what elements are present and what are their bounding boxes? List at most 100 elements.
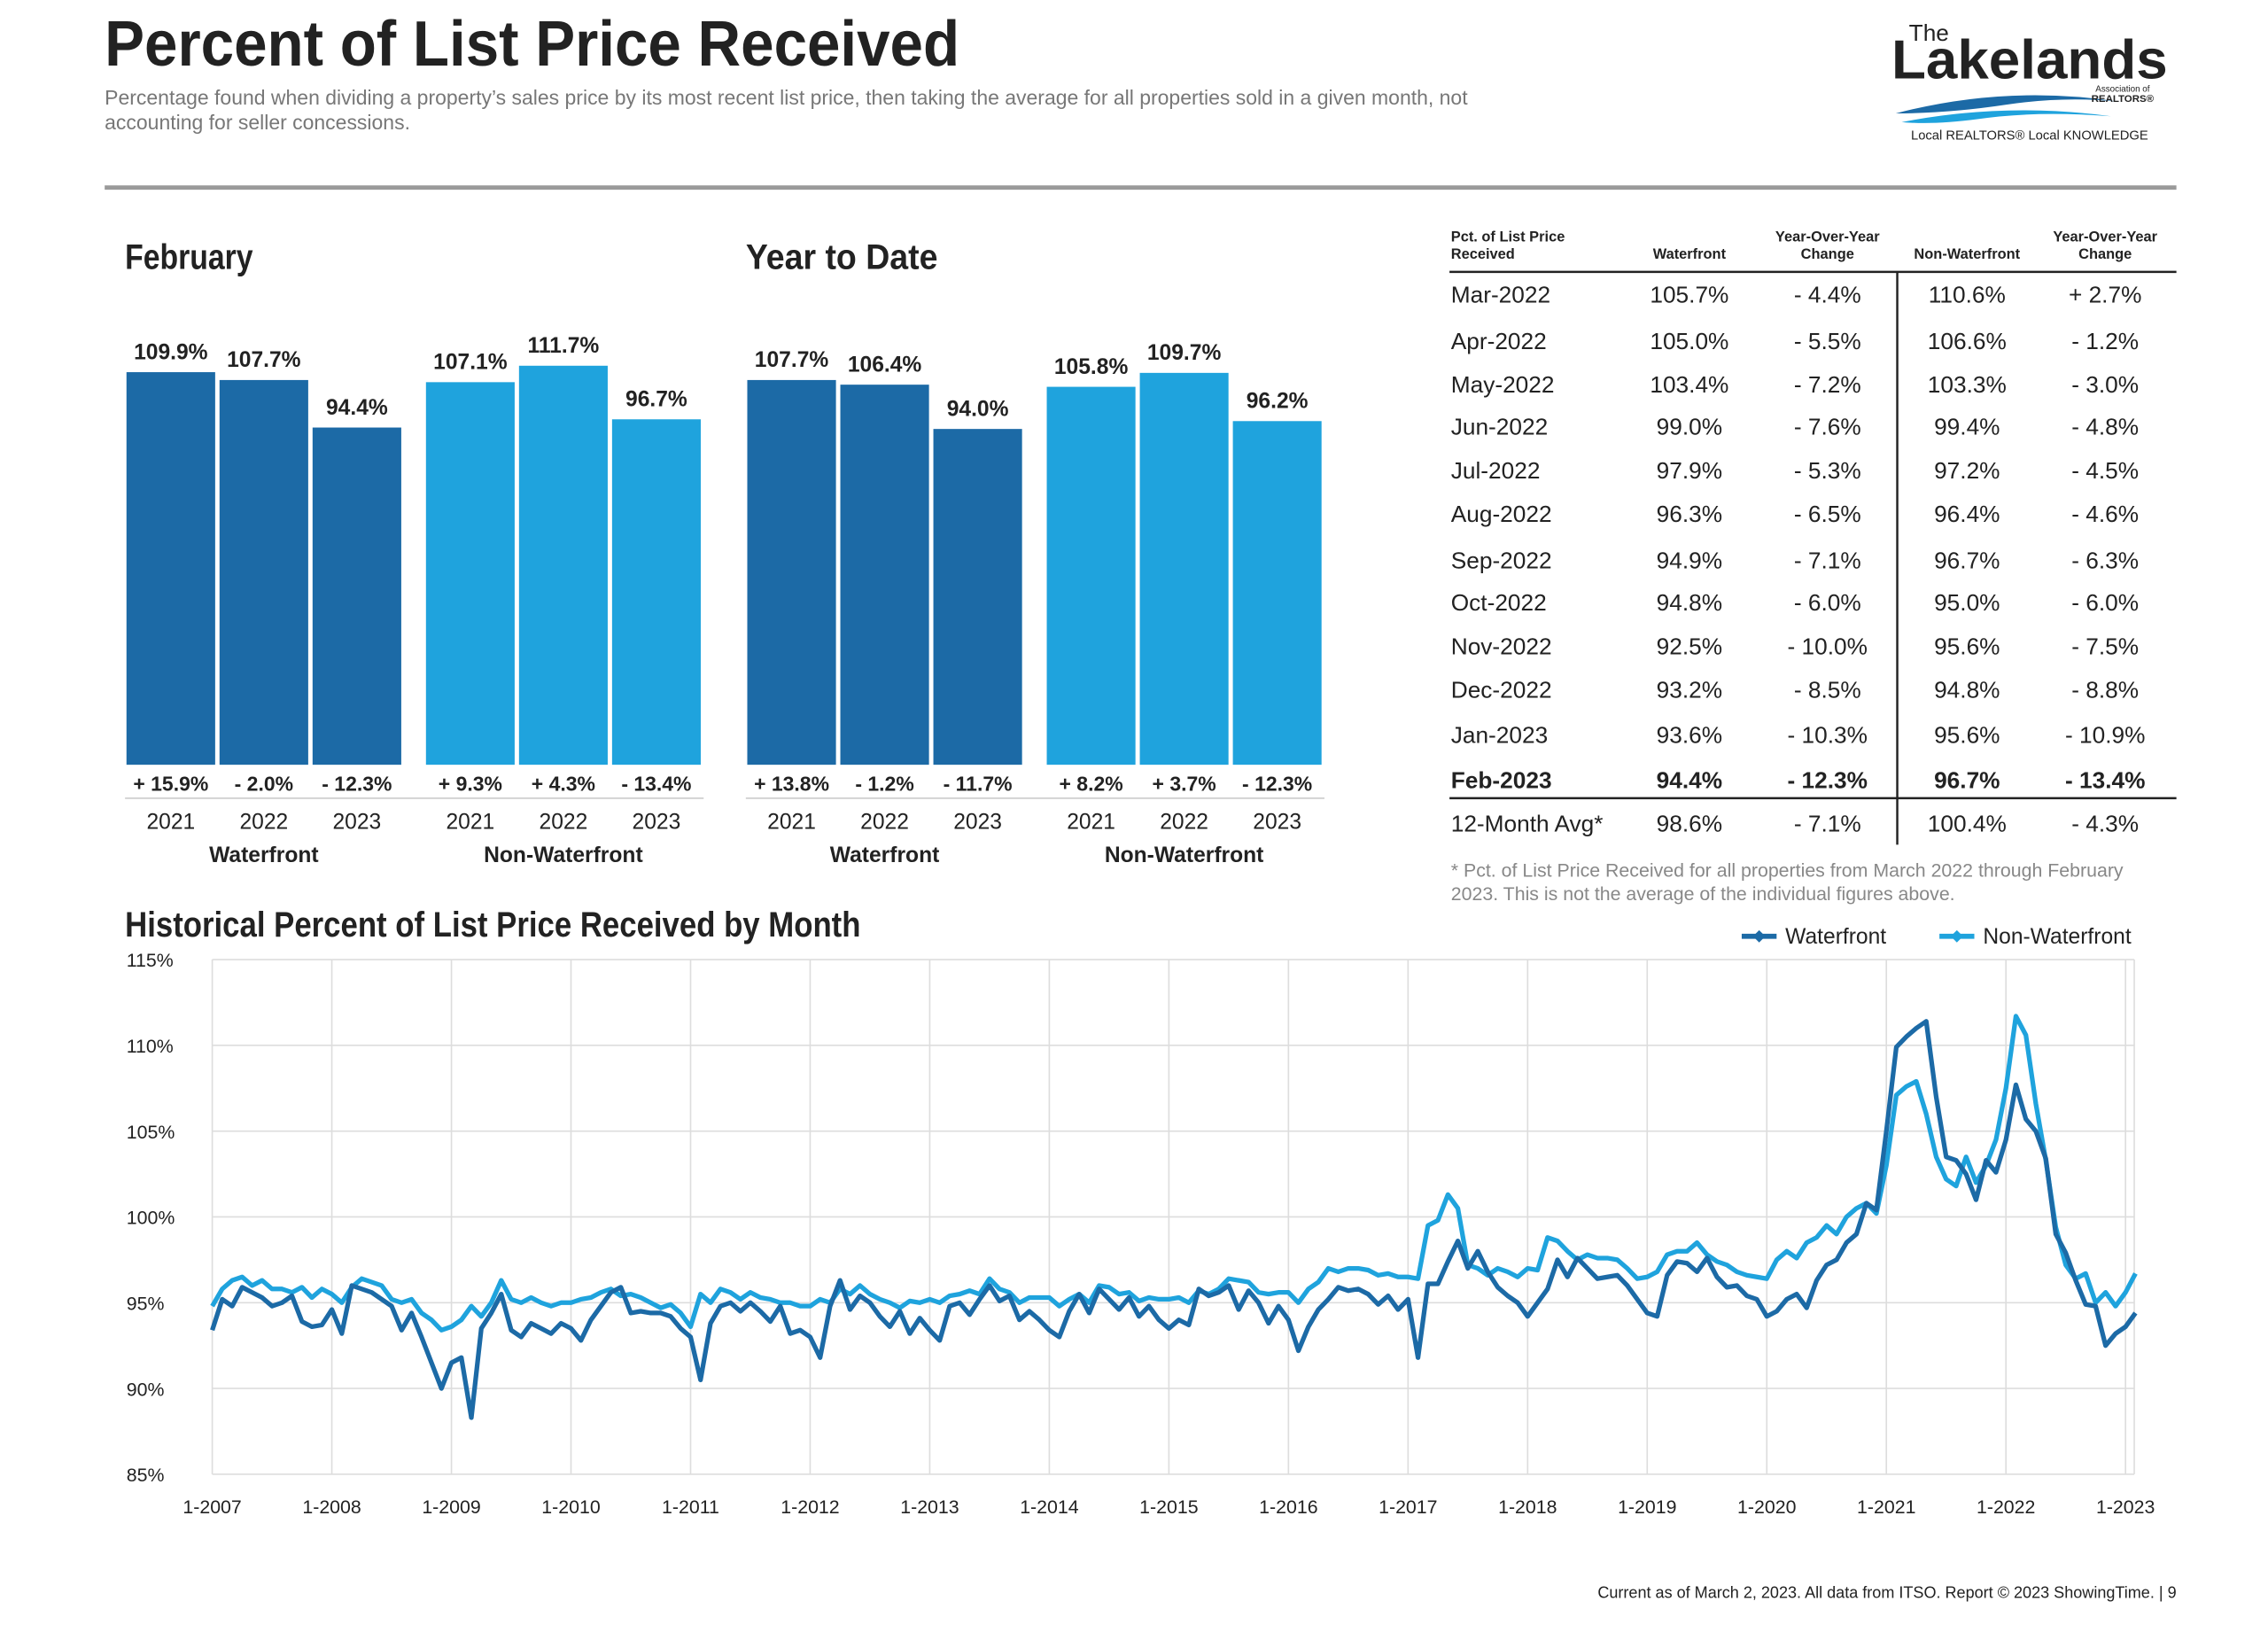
table-header: Pct. of List Price Received [1450, 229, 1565, 264]
table-cell: - 4.3% [2071, 811, 2139, 837]
change-label: - 2.0% [235, 773, 293, 796]
table-cell: - 4.8% [2071, 414, 2139, 440]
value-label: 109.9% [134, 340, 208, 364]
y-tick-label: 110% [127, 1036, 174, 1057]
value-label: 105.8% [1054, 355, 1129, 379]
bar [312, 427, 401, 766]
table-cell: 100.4% [1928, 811, 2007, 837]
row-label: Aug-2022 [1451, 501, 1552, 527]
table-cell: - 7.2% [1794, 371, 1861, 398]
value-label: 111.7% [528, 334, 600, 358]
bar [1046, 386, 1136, 766]
table-header: Waterfront [1652, 246, 1727, 264]
table-cell: - 6.3% [2071, 548, 2139, 574]
table-cell: - 10.9% [2065, 722, 2145, 749]
x-tick-label: 2022 [239, 810, 288, 834]
line [210, 1014, 2138, 1333]
group-label: Non-Waterfront [484, 843, 643, 867]
table-cell: 96.4% [1934, 501, 2000, 527]
x-tick-label: 2022 [1160, 810, 1208, 834]
table-cell: 103.3% [1928, 371, 2007, 398]
x-tick-label: 2021 [1067, 810, 1115, 834]
table-cell: - 10.0% [1788, 633, 1868, 659]
page-subtitle-box: Percentage found when dividing a propert… [105, 85, 1468, 134]
bar [840, 385, 929, 766]
value-label: 107.7% [755, 348, 829, 372]
table-cell: - 7.1% [1794, 811, 1861, 837]
page-subtitle: Percentage found when dividing a propert… [105, 85, 1468, 134]
value-label: 94.0% [947, 397, 1009, 421]
y-tick-label: 115% [127, 950, 174, 971]
value-label: 96.7% [625, 387, 687, 411]
x-tick-label: 1-2008 [302, 1496, 361, 1518]
x-tick-label: 1-2018 [1498, 1496, 1557, 1518]
change-label: + 9.3% [439, 773, 502, 796]
x-tick-label: 2022 [540, 810, 588, 834]
value-label: 96.2% [1247, 390, 1309, 414]
table-header-box: Non-Waterfront [1914, 247, 2020, 263]
change-label: - 12.3% [1242, 773, 1312, 796]
table-header-box: Pct. of List Price Received [1450, 229, 1565, 264]
y-tick-label: 100% [127, 1208, 175, 1229]
group-label: Waterfront [209, 843, 319, 867]
legend-marker [1950, 929, 1963, 943]
row-label: 12-Month Avg* [1451, 811, 1604, 837]
x-tick-label: 1-2021 [1857, 1496, 1915, 1518]
table-cell: 99.4% [1934, 414, 2000, 440]
chart-title: Year to Date [746, 238, 938, 277]
change-label: - 13.4% [621, 773, 691, 796]
x-tick-label: 1-2019 [1618, 1496, 1676, 1518]
x-tick-label: 2023 [953, 810, 1002, 834]
logo-assoc: Association of [2095, 84, 2149, 94]
x-tick-label: 2023 [633, 810, 681, 834]
x-tick-label: 1-2023 [2096, 1496, 2155, 1518]
logo-wave [1895, 95, 2120, 113]
x-tick-label: 1-2017 [1379, 1496, 1437, 1518]
table-cell: 98.6% [1657, 811, 1722, 837]
change-label: + 15.9% [133, 773, 208, 796]
row-label: Dec-2022 [1451, 677, 1552, 703]
x-tick-label: 1-2016 [1259, 1496, 1317, 1518]
bar [425, 382, 515, 766]
group-label: Waterfront [830, 843, 940, 867]
value-label: 107.1% [433, 351, 508, 375]
logo-the: The [1909, 19, 1949, 46]
line [210, 1019, 2138, 1420]
table-cell: 92.5% [1657, 633, 1722, 659]
row-label: Apr-2022 [1451, 328, 1547, 354]
table-cell: - 7.1% [1794, 548, 1861, 574]
table-cell: - 5.5% [1794, 328, 1861, 354]
table-cell: + 2.7% [2069, 281, 2141, 307]
x-tick-label: 2021 [146, 810, 195, 834]
x-tick-label: 1-2010 [541, 1496, 601, 1518]
table-cell: 94.8% [1657, 589, 1722, 616]
x-tick-label: 2021 [767, 810, 816, 834]
y-tick-label: 95% [127, 1294, 165, 1315]
table-cell: 94.4% [1657, 766, 1722, 793]
table-cell: 93.6% [1657, 722, 1722, 749]
table-cell: - 4.6% [2071, 501, 2139, 527]
y-tick-label: 85% [127, 1465, 165, 1486]
change-label: - 12.3% [322, 773, 392, 796]
change-label: + 3.7% [1153, 773, 1216, 796]
bar [518, 365, 608, 766]
bar [933, 429, 1022, 766]
table-cell: - 6.0% [1794, 589, 1861, 616]
value-label: 106.4% [848, 353, 922, 377]
x-tick-label: 1-2014 [1020, 1496, 1079, 1518]
bar [1232, 421, 1322, 766]
table-cell: 106.6% [1928, 328, 2007, 354]
table-cell: - 10.3% [1788, 722, 1868, 749]
x-tick-label: 1-2020 [1737, 1496, 1797, 1518]
x-tick-label: 2021 [446, 810, 494, 834]
row-label: Feb-2023 [1451, 766, 1552, 793]
row-label: Nov-2022 [1451, 633, 1552, 659]
table-cell: - 5.3% [1794, 457, 1861, 484]
table-header-box: Waterfront [1652, 246, 1727, 264]
table-cell: 96.3% [1657, 501, 1722, 527]
table-cell: - 3.0% [2071, 371, 2139, 398]
row-label: May-2022 [1451, 371, 1555, 398]
